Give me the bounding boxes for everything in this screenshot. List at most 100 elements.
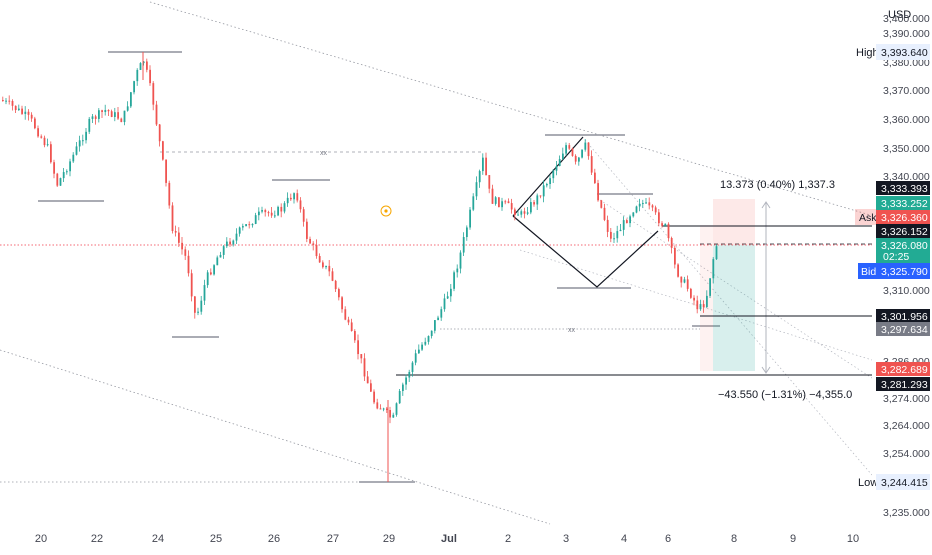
candle-body (232, 240, 235, 245)
candle-body (302, 209, 305, 222)
x-tick-label: 4 (621, 533, 627, 545)
candle-body (136, 69, 139, 82)
candle-body (654, 207, 657, 213)
position-target-zone[interactable] (713, 199, 755, 245)
high-label: High (856, 47, 879, 59)
x-tick-label: 29 (383, 533, 395, 545)
candle-body (264, 210, 267, 213)
channel-upper-line[interactable] (149, 1, 871, 216)
candle-body (686, 279, 689, 289)
candle-body (293, 193, 295, 200)
bid-label-box (858, 263, 878, 279)
candle-body (638, 203, 641, 207)
candle-body (261, 210, 263, 212)
candle-body (466, 227, 468, 238)
candle-body (402, 384, 404, 392)
y-tick-label: 3,235.000 (883, 507, 930, 519)
price-tags: 3,333.393 3,333.252 3,326.152 3,326.080 3,30… (876, 181, 930, 391)
high-value: 3,393.640 (881, 47, 928, 59)
candle-body (706, 295, 708, 308)
pattern-drawing[interactable] (512, 136, 659, 288)
position-stop-zone[interactable] (713, 245, 755, 371)
price-tag (876, 238, 930, 252)
candle-body (418, 349, 420, 354)
candle-body (18, 108, 20, 111)
candle-body (274, 215, 276, 217)
pattern-line-b[interactable] (512, 215, 659, 288)
long-position-tool[interactable] (700, 199, 771, 374)
candle-body (546, 184, 548, 186)
candle-body (510, 203, 513, 210)
candle-body (414, 353, 417, 363)
y-tick-label: 3,274.000 (883, 393, 930, 405)
candle-body (453, 272, 455, 289)
candle-body (424, 341, 427, 345)
candle-body (258, 211, 260, 216)
candle-body (53, 162, 55, 174)
price-tag-value: 3,333.393 (881, 183, 928, 195)
candle-body (670, 238, 673, 248)
candle-body (59, 178, 62, 186)
candle-body (27, 111, 30, 115)
candle-body (446, 296, 449, 299)
drawing-handle-2[interactable]: xx (568, 327, 576, 334)
price-tag (876, 322, 930, 336)
trend-channel[interactable] (0, 1, 876, 525)
candle-body (277, 206, 279, 216)
candle-body (5, 100, 7, 102)
channel-inner-line-1[interactable] (584, 139, 873, 476)
candle-body (101, 110, 103, 113)
candle-body (411, 362, 414, 372)
candle-body (14, 105, 17, 111)
candle-body (299, 200, 302, 210)
candle-body (286, 197, 289, 204)
candle-body (354, 330, 356, 341)
candle-body (667, 223, 670, 239)
channel-inner-line-3[interactable] (519, 249, 873, 361)
channel-inner-line-2[interactable] (599, 199, 876, 381)
candle-body (539, 195, 542, 197)
candle-body (142, 61, 145, 64)
candle-body (699, 304, 702, 310)
candle-body (501, 201, 503, 208)
candle-body (219, 254, 222, 258)
bid-value: 3,325.790 (881, 266, 928, 278)
candle-body (370, 383, 372, 392)
candle-body (24, 111, 27, 114)
candle-body (462, 237, 465, 253)
candle-body (469, 209, 471, 228)
candle-body (222, 246, 225, 255)
ask-marker: Ask 3,326.360 (855, 209, 930, 225)
candle-body (533, 202, 535, 205)
candle-body (130, 92, 132, 107)
candle-body (46, 144, 49, 146)
candle-body (21, 108, 23, 114)
candle-body (338, 289, 340, 298)
pattern-line-a[interactable] (512, 136, 584, 217)
candle-body (251, 223, 254, 226)
candle-body (450, 288, 452, 297)
key-levels[interactable] (396, 225, 872, 376)
candle-body (632, 212, 635, 217)
price-axis[interactable]: USD 3,400.0003,390.0003,380.0003,370.000… (855, 0, 932, 550)
candle-body (696, 300, 699, 310)
drawing-handle-1[interactable]: xx (320, 150, 328, 157)
alert-icon[interactable] (380, 205, 392, 217)
time-axis[interactable]: 20 22 24 25 26 27 29 Jul 2 3 4 6 8 9 10 (35, 533, 859, 545)
swing-markers[interactable] (38, 51, 720, 483)
candle-body (181, 242, 183, 250)
candle-body (475, 182, 478, 197)
candle-body (674, 247, 676, 265)
level-lines[interactable] (0, 151, 872, 483)
candles (2, 52, 718, 482)
candle-body (651, 205, 654, 208)
measure-down-arrow (761, 366, 771, 374)
candle-body (162, 141, 164, 160)
channel-lower-line[interactable] (0, 349, 551, 525)
candle-body (178, 232, 180, 243)
candle-body (213, 265, 215, 275)
candle-body (498, 197, 500, 208)
